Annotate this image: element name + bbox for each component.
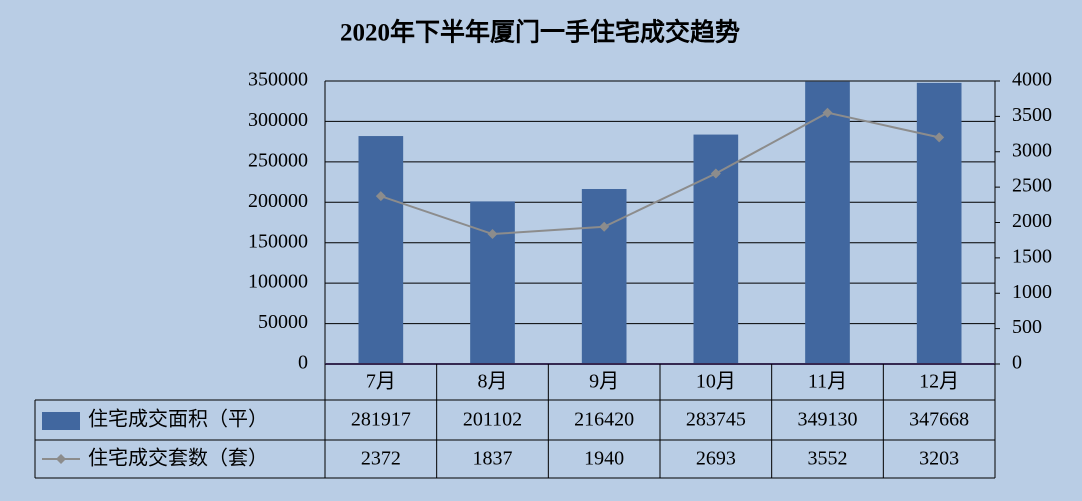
legend-swatch bbox=[42, 412, 80, 430]
table-value: 3552 bbox=[808, 448, 848, 470]
line bbox=[380, 111, 940, 236]
table-value: 1837 bbox=[473, 448, 513, 470]
bar bbox=[581, 189, 627, 364]
x-tick-label: 11月 bbox=[808, 371, 847, 393]
y-tick-label: 50000 bbox=[258, 311, 308, 333]
legend-label: 住宅成交面积（平） bbox=[88, 408, 268, 431]
x-tick-label: 12月 bbox=[919, 371, 959, 393]
table-value: 201102 bbox=[463, 409, 522, 431]
x-tick-label: 7月 bbox=[366, 371, 396, 393]
y2-tick-label: 0 bbox=[1012, 352, 1022, 374]
y2-tick-label: 1000 bbox=[1012, 281, 1052, 303]
table-value: 1940 bbox=[584, 448, 624, 470]
table-value: 347668 bbox=[909, 409, 969, 431]
bar bbox=[916, 82, 962, 364]
x-tick-label: 8月 bbox=[478, 371, 508, 393]
bar bbox=[805, 81, 850, 364]
line-marker bbox=[710, 168, 721, 179]
x-tick-label: 9月 bbox=[589, 371, 619, 393]
bar bbox=[358, 136, 404, 364]
y-tick-label: 250000 bbox=[248, 149, 308, 171]
y2-tick-label: 500 bbox=[1012, 316, 1042, 338]
y2-tick-label: 2500 bbox=[1012, 175, 1052, 197]
table-value: 281917 bbox=[351, 409, 411, 431]
line-marker bbox=[822, 107, 833, 118]
table-value: 2372 bbox=[361, 448, 401, 470]
y-tick-label: 150000 bbox=[248, 230, 308, 252]
y2-tick-label: 3500 bbox=[1012, 104, 1052, 126]
bar bbox=[470, 201, 515, 364]
legend-marker bbox=[56, 454, 66, 464]
table-value: 3203 bbox=[919, 448, 959, 470]
table-value: 216420 bbox=[574, 409, 634, 431]
table-value: 2693 bbox=[696, 448, 736, 470]
x-tick-label: 10月 bbox=[696, 371, 736, 393]
chart-title: 2020年下半年厦门一手住宅成交趋势 bbox=[340, 18, 740, 47]
table-value: 283745 bbox=[686, 409, 746, 431]
y2-tick-label: 2000 bbox=[1012, 210, 1052, 232]
y-tick-label: 300000 bbox=[248, 109, 308, 131]
table-value: 349130 bbox=[798, 409, 858, 431]
line-marker bbox=[375, 191, 386, 202]
legend-label: 住宅成交套数（套） bbox=[88, 447, 268, 470]
y-tick-label: 350000 bbox=[248, 69, 308, 91]
y-tick-label: 0 bbox=[298, 352, 308, 374]
line-marker bbox=[934, 132, 945, 143]
y-tick-label: 100000 bbox=[248, 271, 308, 293]
line-marker bbox=[487, 229, 498, 240]
y-tick-label: 200000 bbox=[248, 190, 308, 212]
line-marker bbox=[599, 221, 610, 232]
y2-tick-label: 4000 bbox=[1012, 69, 1052, 91]
y2-tick-label: 1500 bbox=[1012, 245, 1052, 267]
y2-tick-label: 3000 bbox=[1012, 139, 1052, 161]
